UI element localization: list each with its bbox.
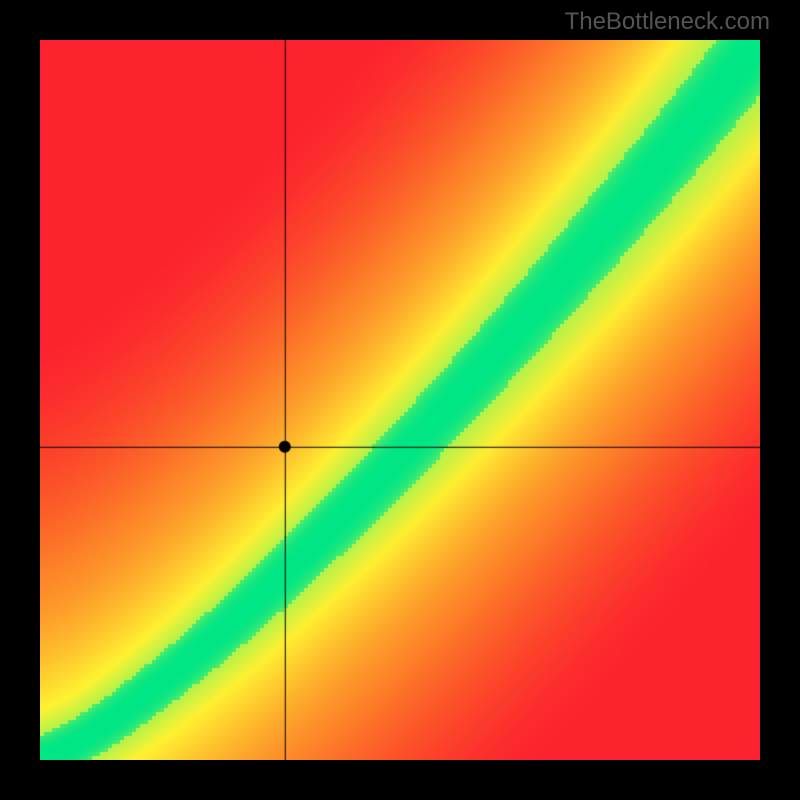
heatmap-canvas — [40, 40, 760, 760]
watermark-text: TheBottleneck.com — [565, 8, 770, 36]
bottleneck-heatmap — [40, 40, 760, 760]
